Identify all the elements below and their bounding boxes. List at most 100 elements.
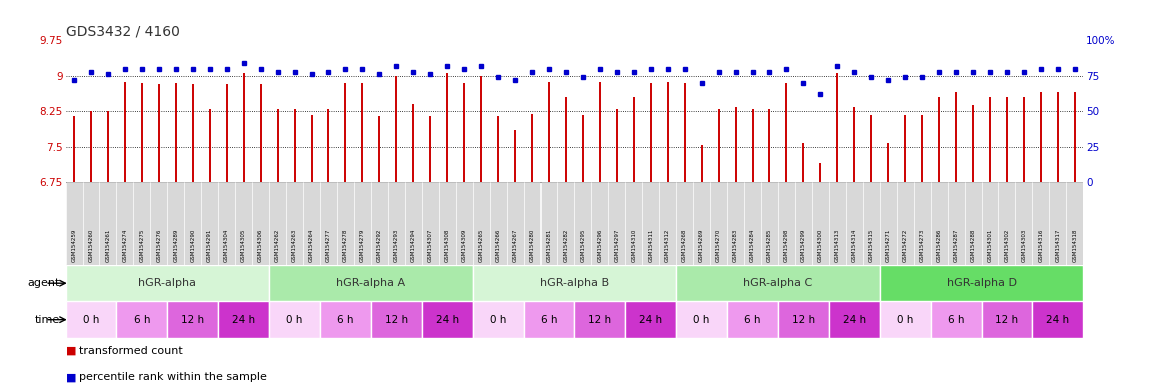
Bar xyxy=(304,182,320,265)
Text: GSM154304: GSM154304 xyxy=(224,228,229,262)
Text: GSM154288: GSM154288 xyxy=(971,228,975,262)
Bar xyxy=(473,265,676,301)
Bar xyxy=(591,182,608,265)
Bar xyxy=(1050,182,1066,265)
Text: GSM154318: GSM154318 xyxy=(1072,228,1078,262)
Bar xyxy=(286,182,304,265)
Bar xyxy=(829,182,845,265)
Bar xyxy=(982,182,998,265)
Bar xyxy=(897,182,913,265)
Bar xyxy=(99,182,116,265)
Bar xyxy=(626,182,642,265)
Bar xyxy=(676,182,693,265)
Bar xyxy=(626,301,676,338)
Text: GSM154312: GSM154312 xyxy=(665,228,670,262)
Text: 6 h: 6 h xyxy=(133,314,151,325)
Text: GSM154260: GSM154260 xyxy=(89,228,93,262)
Text: 24 h: 24 h xyxy=(843,314,866,325)
Bar xyxy=(370,301,422,338)
Bar xyxy=(1066,182,1083,265)
Bar xyxy=(370,182,388,265)
Text: GSM154310: GSM154310 xyxy=(631,228,636,262)
Bar xyxy=(83,182,99,265)
Text: 24 h: 24 h xyxy=(232,314,255,325)
Text: GSM154289: GSM154289 xyxy=(174,228,178,262)
Bar xyxy=(711,182,727,265)
Text: GSM154309: GSM154309 xyxy=(461,228,467,262)
Bar xyxy=(642,182,659,265)
Bar xyxy=(913,182,930,265)
Text: GSM154280: GSM154280 xyxy=(529,228,535,262)
Text: GSM154316: GSM154316 xyxy=(1038,228,1043,262)
Bar xyxy=(880,265,1083,301)
Text: hGR-alpha B: hGR-alpha B xyxy=(539,278,610,288)
Text: transformed count: transformed count xyxy=(79,346,183,356)
Bar xyxy=(422,301,473,338)
Text: 12 h: 12 h xyxy=(589,314,612,325)
Text: GSM154299: GSM154299 xyxy=(800,228,806,262)
Text: 12 h: 12 h xyxy=(385,314,408,325)
Bar xyxy=(66,182,83,265)
Text: GSM154271: GSM154271 xyxy=(886,228,891,262)
Bar xyxy=(540,182,558,265)
Bar xyxy=(506,182,523,265)
Text: percentile rank within the sample: percentile rank within the sample xyxy=(79,372,267,382)
Bar xyxy=(777,301,829,338)
Bar xyxy=(829,301,880,338)
Text: GSM154266: GSM154266 xyxy=(496,228,500,262)
Bar xyxy=(269,265,473,301)
Text: GSM154283: GSM154283 xyxy=(733,228,738,262)
Text: 0 h: 0 h xyxy=(897,314,913,325)
Text: GSM154278: GSM154278 xyxy=(343,228,348,262)
Text: GSM154313: GSM154313 xyxy=(835,228,840,262)
Text: 6 h: 6 h xyxy=(337,314,354,325)
Text: GSM154292: GSM154292 xyxy=(377,228,382,262)
Bar xyxy=(862,182,880,265)
Text: GDS3432 / 4160: GDS3432 / 4160 xyxy=(66,25,179,38)
Bar xyxy=(218,301,269,338)
Bar xyxy=(490,182,506,265)
Text: 24 h: 24 h xyxy=(639,314,662,325)
Text: GSM154269: GSM154269 xyxy=(699,228,704,262)
Bar xyxy=(523,301,575,338)
Bar xyxy=(676,301,727,338)
Text: 0 h: 0 h xyxy=(286,314,302,325)
Text: GSM154315: GSM154315 xyxy=(868,228,874,262)
Text: agent: agent xyxy=(28,278,60,288)
Bar xyxy=(168,301,218,338)
Text: 6 h: 6 h xyxy=(540,314,558,325)
Text: GSM154270: GSM154270 xyxy=(716,228,721,262)
Bar xyxy=(66,301,116,338)
Bar xyxy=(575,301,626,338)
Bar xyxy=(693,182,710,265)
Text: GSM154300: GSM154300 xyxy=(818,228,823,262)
Text: ■: ■ xyxy=(66,346,76,356)
Text: 12 h: 12 h xyxy=(182,314,205,325)
Text: GSM154261: GSM154261 xyxy=(106,228,110,262)
Bar xyxy=(201,182,218,265)
Text: hGR-alpha D: hGR-alpha D xyxy=(946,278,1017,288)
Text: hGR-alpha C: hGR-alpha C xyxy=(743,278,813,288)
Bar xyxy=(116,301,168,338)
Bar xyxy=(1015,182,1033,265)
Bar xyxy=(235,182,252,265)
Bar xyxy=(659,182,676,265)
Bar xyxy=(880,182,897,265)
Text: GSM154311: GSM154311 xyxy=(649,228,653,262)
Text: GSM154264: GSM154264 xyxy=(309,228,314,262)
Bar xyxy=(558,182,575,265)
Text: GSM154302: GSM154302 xyxy=(1004,228,1010,262)
Text: 6 h: 6 h xyxy=(948,314,965,325)
Bar xyxy=(845,182,862,265)
Bar xyxy=(982,301,1033,338)
Bar xyxy=(320,182,337,265)
Text: GSM154263: GSM154263 xyxy=(292,228,297,262)
Text: GSM154295: GSM154295 xyxy=(581,228,585,262)
Bar xyxy=(676,265,880,301)
Text: GSM154294: GSM154294 xyxy=(411,228,416,262)
Bar xyxy=(777,182,795,265)
Bar xyxy=(151,182,168,265)
Bar xyxy=(473,301,523,338)
Bar xyxy=(218,182,235,265)
Text: ■: ■ xyxy=(66,372,76,382)
